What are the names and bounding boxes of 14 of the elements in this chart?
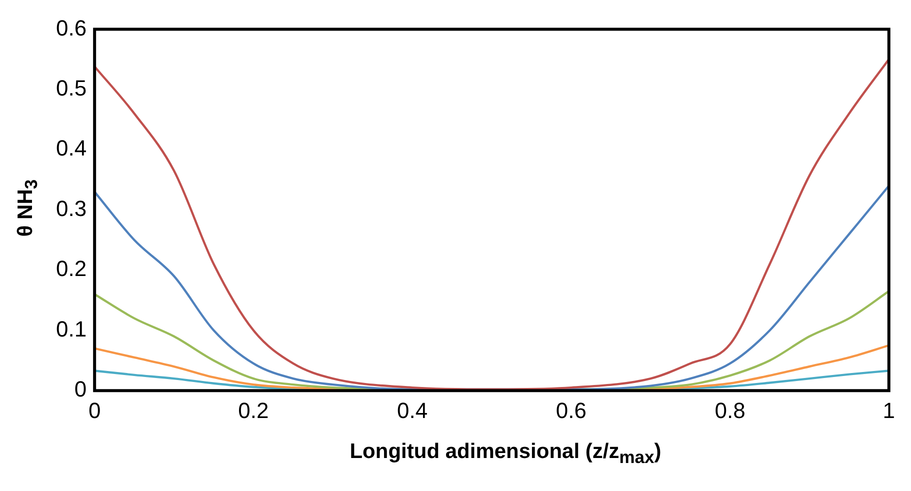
- x-tick-label: 0.8: [714, 398, 746, 423]
- x-tick-label: 0.2: [238, 398, 269, 423]
- line-series: [94, 58, 889, 390]
- y-tick-label: 0: [74, 376, 87, 402]
- y-tick-label: 0.3: [56, 196, 87, 221]
- x-tick-label: 1: [882, 398, 896, 423]
- y-tick-label: 0.4: [56, 136, 87, 161]
- y-tick-label: 0.5: [56, 75, 87, 100]
- y-tick-label: 0.1: [56, 316, 87, 342]
- y-tick-label: 0.6: [56, 15, 87, 40]
- x-tick-label: 0.6: [556, 398, 586, 423]
- x-tick-label: 0.4: [397, 398, 428, 423]
- y-tick-label: 0.2: [56, 256, 87, 282]
- x-axis-title: Longitud adimensional (z/z$_{max}$): [348, 440, 662, 468]
